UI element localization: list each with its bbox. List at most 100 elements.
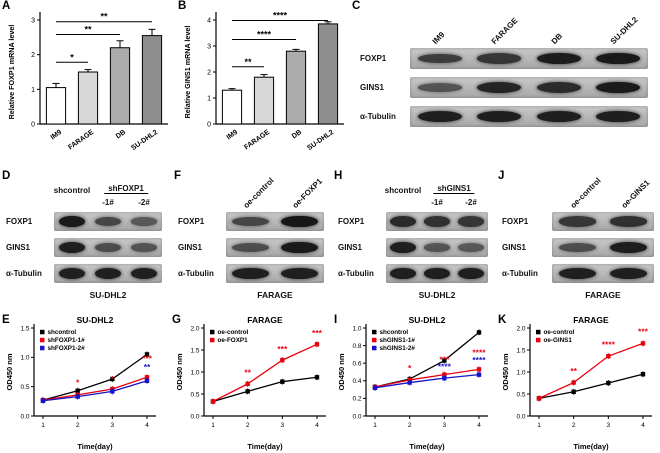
series-line-shFOXP1-2# [42,380,148,402]
legend-label: shcontrol [48,329,77,336]
panel-H: H shcontrol shGINS1 -1# -2# FOXP1 GINS1 α-Tubu… [332,170,494,314]
protein-band [390,267,416,280]
protein-band [232,267,269,280]
blot-strip [552,264,654,283]
point-marker [110,389,115,394]
bar-FARAGE [253,76,275,125]
point-marker [314,375,320,380]
x-tick-label: 4 [145,422,149,429]
point-marker [245,389,250,394]
x-category-label: SU-DHL2 [306,129,335,152]
protein-band [609,241,648,254]
x-axis-title: Time(day) [573,442,609,451]
x-tick-label: 2 [76,422,80,429]
x-tick-label: 4 [641,422,645,429]
group-label: shFOXP1 [104,184,148,194]
x-tick-label: 4 [315,422,319,429]
protein-band [536,82,581,93]
protein-band [232,243,269,252]
blot-row: GINS1 [502,238,658,257]
x-category-label: FARAGE [67,129,95,152]
protein-band [94,267,122,280]
bar-chart-B: 0 1 2 3 4 Relative GINS1 mRNA level IM9 FARAGE D… [183,11,344,152]
blot-strip [226,238,324,257]
point-marker [75,394,80,399]
protein-label: FOXP1 [360,54,387,63]
blot-row: GINS1 [6,238,166,257]
significance-stars: ** [244,57,252,67]
protein-band [58,267,86,280]
y-tick-label: 4 [207,18,211,25]
blot-row: FOXP1 [502,212,658,231]
point-marker [75,388,80,393]
protein-band [281,267,318,280]
x-tick-label: 2 [246,422,250,429]
y-tick-label: 1.5 [20,325,29,332]
protein-band [596,81,641,94]
series-line-oe-GINS1 [538,342,644,399]
blot-strip [386,264,488,283]
blot-header: shcontrol shFOXP1 -1# -2# [6,184,166,212]
x-tick-label: 1 [537,422,541,429]
x-tick-label: 2 [408,422,412,429]
significance-stars: **** [273,11,288,21]
point-marker [476,367,482,372]
bar-IM9 [221,89,243,125]
y-axis-title: OD450 nm [5,353,14,390]
blot-strip [552,238,654,257]
blot-header: IM9 FARAGE DB SU-DHL2 [360,2,652,48]
blot-row: FOXP1 [6,212,166,231]
line-chart-I: SU-DHL2 0.0 0.2 0.4 0.6 0.8 1.0 1 2 3 4 Time(day) OD… [337,315,488,451]
x-category-label: DB [291,129,303,141]
panel-label-D: D [2,170,11,182]
protein-band [596,52,641,65]
y-tick-label: 1.0 [20,355,29,362]
x-tick-label: 4 [477,422,481,429]
protein-band [58,215,86,228]
y-tick-label: 1.0 [352,325,361,332]
y-tick-label: 0 [31,122,35,129]
protein-band [281,215,318,228]
lane-label: oe-GINS1 [619,178,651,210]
series-line-oe-FOXP1 [212,343,318,403]
protein-label: α-Tubulin [502,269,538,278]
y-tick-label: 0.6 [352,361,361,368]
y-tick-label: 0.0 [20,413,29,420]
y-tick-label: 1.0 [190,369,199,376]
y-axis-title: Relative GINS1 mRNA level [183,26,192,119]
legend-label: oe-GINS1 [544,337,573,344]
blot-strip [410,77,648,98]
lane-label: IM9 [430,30,447,46]
significance-stars: **** [602,339,616,349]
protein-band [424,243,450,252]
panel-label-J: J [498,170,505,182]
legend-marker [210,337,215,343]
significance-stars: *** [142,353,153,363]
series-line-shFOXP1-1# [42,376,148,401]
blot-strip [552,212,654,231]
blot-header: shcontrol shGINS1 -1# -2# [338,184,492,212]
line-chart-K: FARAGE 0.0 0.5 1.0 1.5 2.0 1 2 3 4 Time(day) OD450 … [501,315,652,451]
protein-band [58,241,86,254]
significance-stars: **** [438,361,452,371]
lane-label: DB [549,31,564,46]
protein-band [558,267,597,280]
legend-label: oe-control [544,329,575,336]
significance-stars: ** [144,362,151,372]
point-marker [606,353,611,359]
y-tick-label: 0.0 [190,413,199,420]
legend-label: shcontrol [380,329,409,336]
protein-label: FOXP1 [502,217,529,226]
protein-band [424,267,450,280]
protein-band [477,81,522,94]
protein-band [536,52,581,65]
lane-label: oe-control [241,175,276,210]
x-tick-label: 3 [443,422,447,429]
y-tick-label: 1.5 [516,347,525,354]
bar-chart-A: 0 1 2 3 Relative FOXP1 mRNA level IM9 FARAGE DB… [7,12,168,152]
sublane-label: -2# [465,198,477,207]
legend-label: shGINS1-2# [380,345,416,352]
y-tick-label: 0.5 [20,384,29,391]
legend-marker [372,337,377,343]
group-label: shGINS1 [433,184,475,194]
